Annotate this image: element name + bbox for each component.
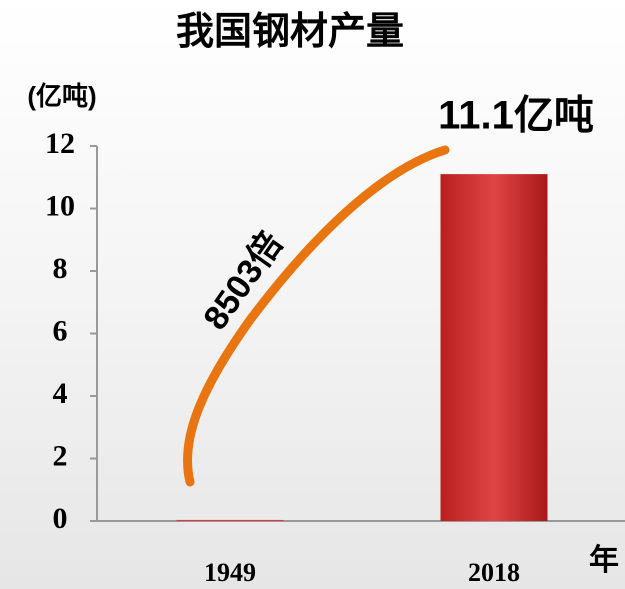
y-tick-label: 2	[53, 439, 68, 472]
y-tick-label: 0	[53, 502, 68, 535]
x-axis-label: 年	[589, 544, 619, 577]
growth-arrow	[183, 145, 450, 487]
y-tick-label: 12	[45, 127, 75, 160]
y-tick-label: 10	[45, 189, 75, 222]
chart-title: 我国钢材产量	[176, 11, 404, 53]
y-tick-label: 6	[53, 314, 68, 347]
value-label: 11.1亿吨	[438, 94, 594, 138]
x-tick-label: 1949	[204, 558, 256, 587]
y-tick-label: 4	[53, 377, 68, 410]
bar	[440, 174, 548, 521]
y-tick-label: 8	[53, 252, 68, 285]
bar	[176, 519, 284, 521]
y-axis-label: (亿吨)	[27, 81, 96, 111]
x-tick-label: 2018	[468, 558, 520, 587]
